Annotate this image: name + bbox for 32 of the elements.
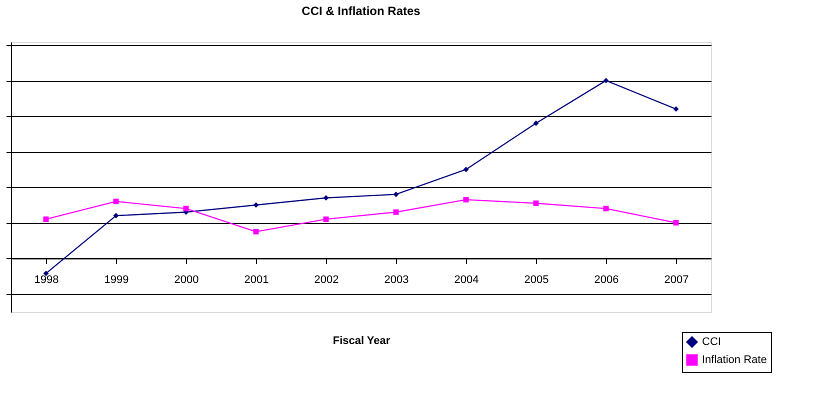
legend-label: Inflation Rate — [702, 354, 767, 366]
point — [463, 166, 469, 172]
point — [253, 228, 259, 234]
x-tick-label: 1999 — [104, 274, 129, 286]
point — [603, 78, 609, 84]
point — [673, 220, 679, 226]
legend-label: CCI — [702, 336, 721, 348]
x-tick-label: 2005 — [524, 274, 549, 286]
point — [393, 192, 399, 198]
point — [533, 200, 539, 206]
x-tick-label: 2003 — [384, 274, 409, 286]
x-tick-label: 2000 — [174, 274, 199, 286]
point — [43, 216, 49, 222]
point — [463, 196, 469, 202]
point — [113, 212, 119, 218]
x-axis-title: Fiscal Year — [332, 334, 391, 347]
x-tick-label: 1998 — [34, 274, 59, 286]
x-tick-label: 2001 — [244, 274, 269, 286]
x-tick-label: 2007 — [664, 274, 689, 286]
point — [113, 198, 119, 204]
chart-title: CCI & Inflation Rates — [302, 4, 421, 18]
point — [323, 195, 329, 201]
point — [323, 216, 329, 222]
point — [673, 106, 679, 112]
point — [603, 206, 609, 212]
x-tick-label: 2006 — [594, 274, 619, 286]
point — [183, 206, 189, 212]
point — [533, 120, 539, 126]
x-tick-label: 2002 — [314, 274, 339, 286]
point — [253, 202, 259, 208]
point — [393, 209, 399, 215]
x-tick-label: 2004 — [454, 274, 479, 286]
